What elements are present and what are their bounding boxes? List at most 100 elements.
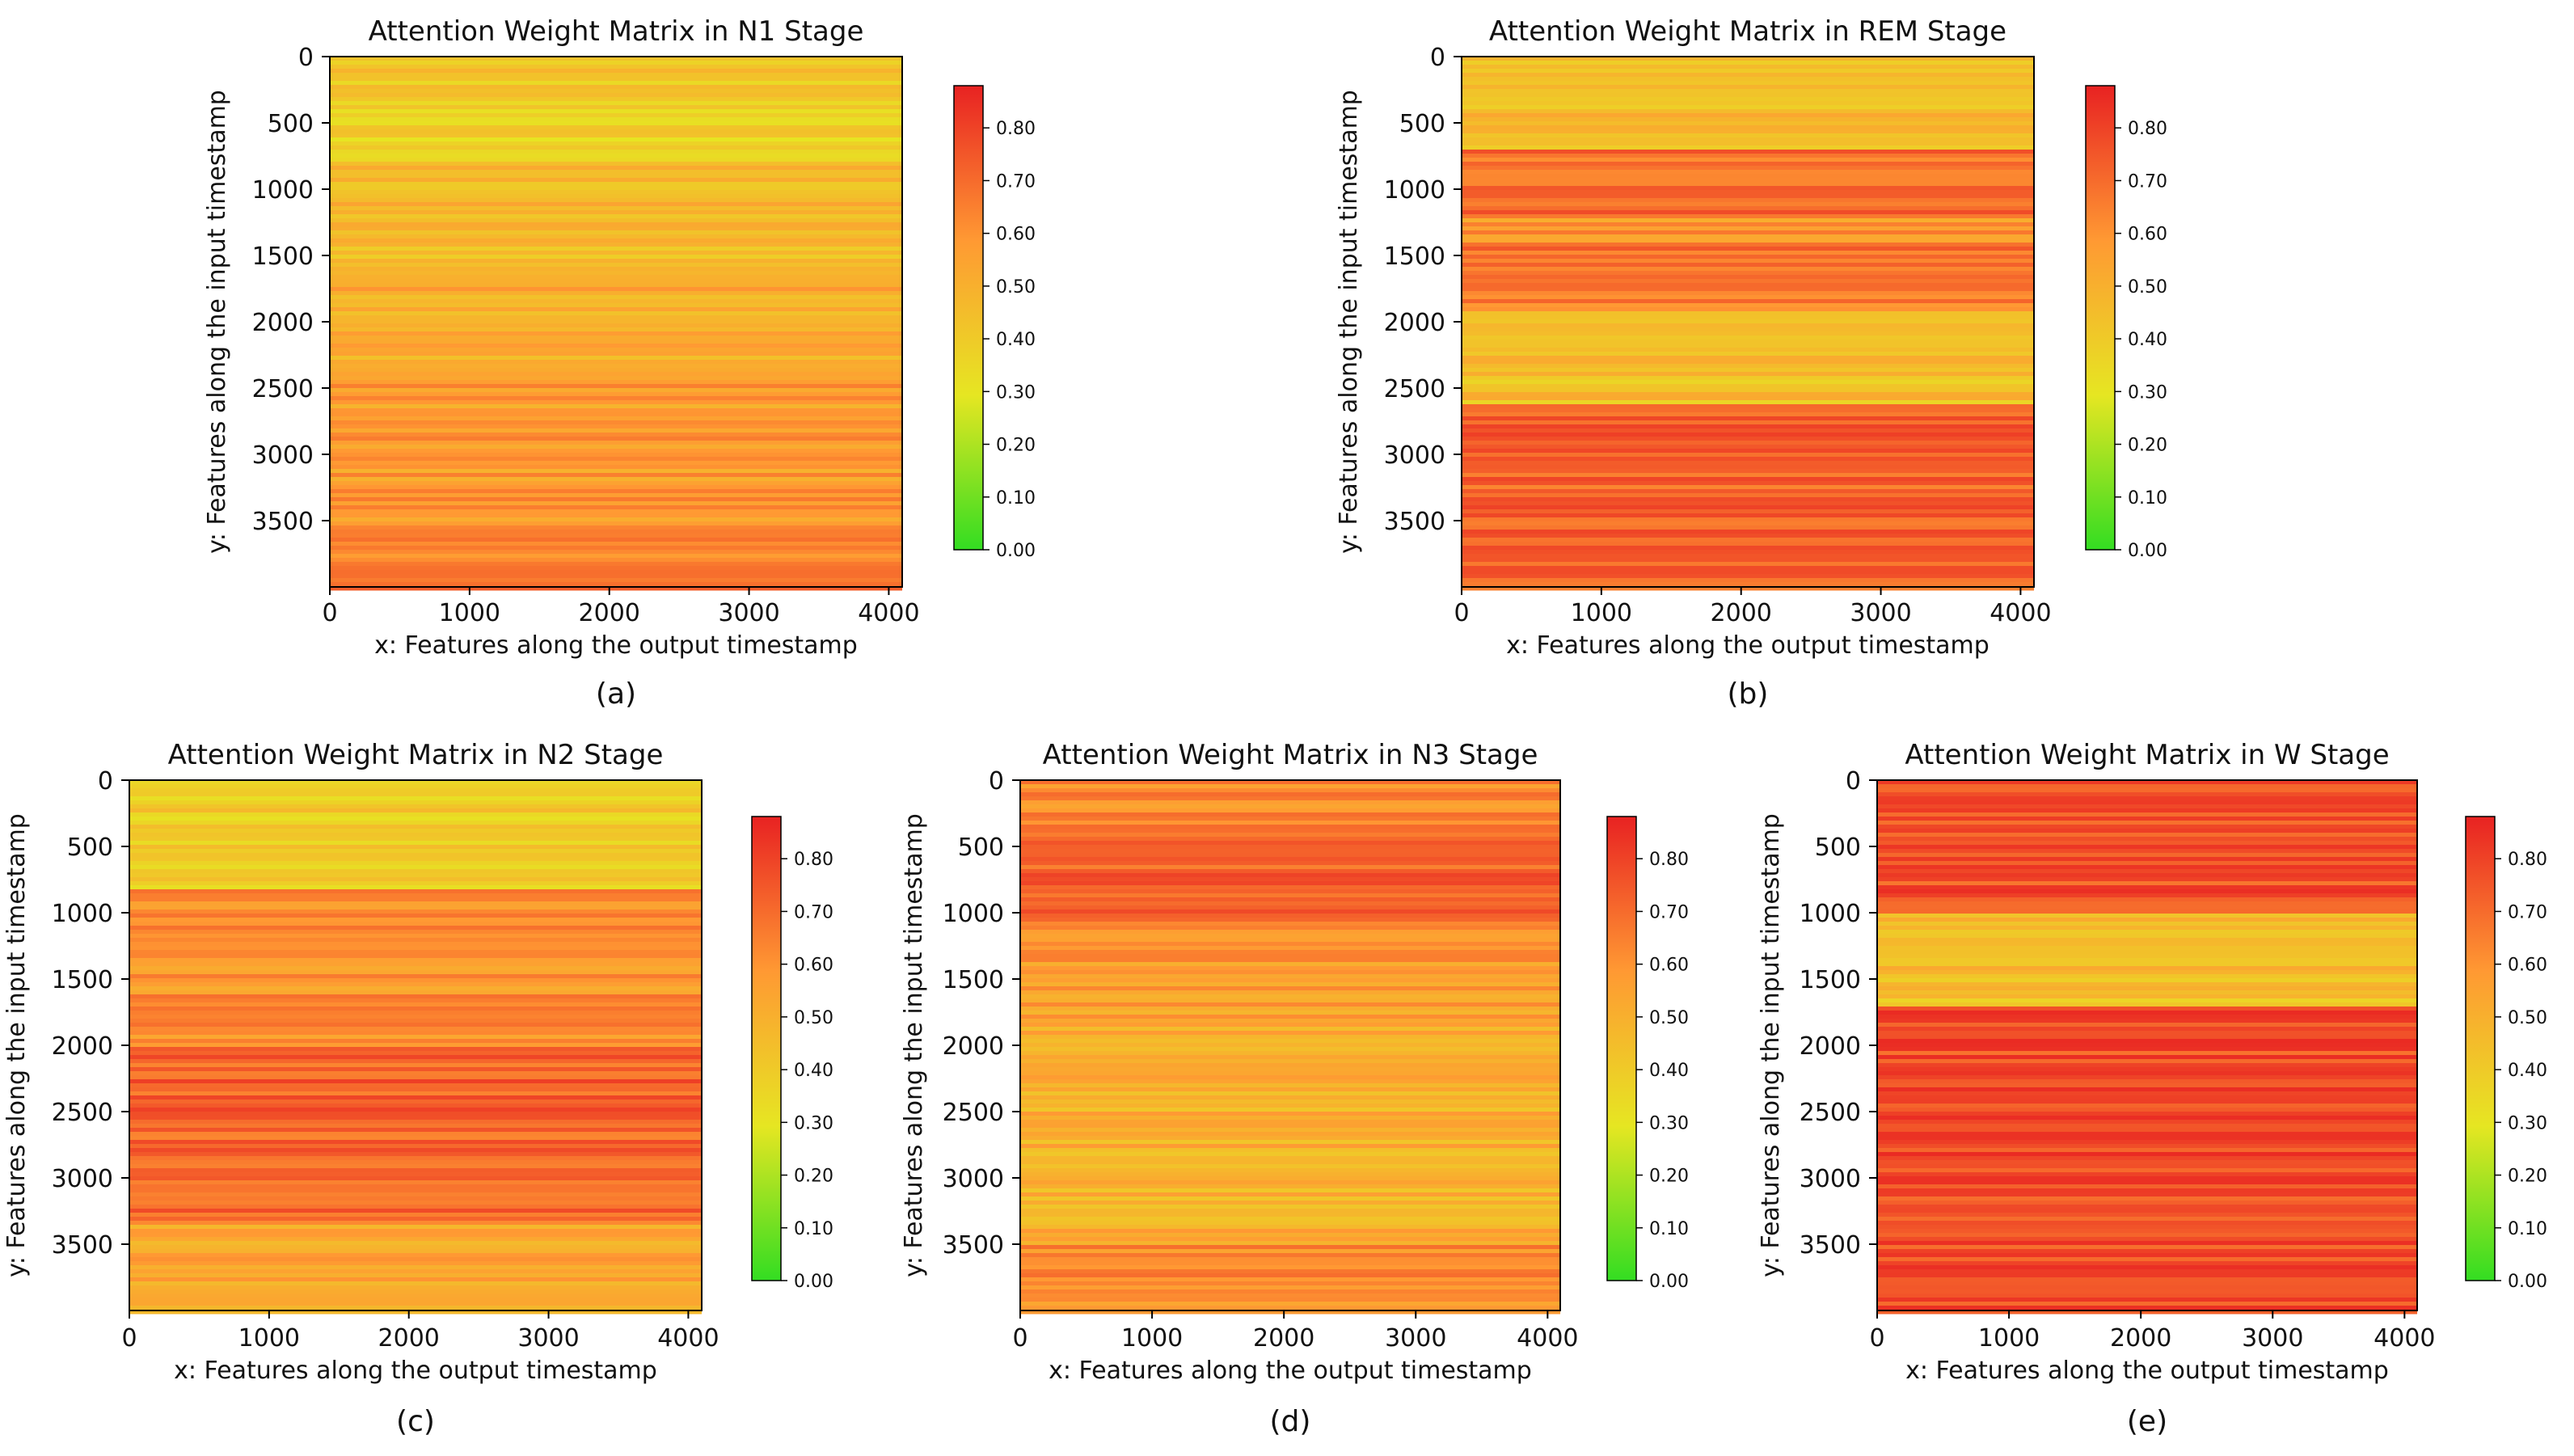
heatmap-row — [129, 1168, 702, 1173]
heatmap-row — [1877, 825, 2417, 829]
colorbar-tick-label: 0.80 — [1649, 850, 1689, 870]
heatmap-row — [129, 946, 702, 951]
panel-b: Attention Weight Matrix in REM Stage 0 100… — [1132, 0, 2574, 720]
heatmap-row — [1020, 950, 1560, 955]
heatmap-row — [1020, 986, 1560, 991]
colorbar-tick-label: 0.40 — [2128, 330, 2167, 350]
heatmap-row — [330, 287, 902, 292]
heatmap-row — [330, 198, 902, 203]
heatmap-row — [1462, 299, 2034, 304]
heatmap-row — [330, 182, 902, 187]
heatmap-row — [129, 1087, 702, 1092]
y-tick-label: 3000 — [52, 1165, 113, 1193]
heatmap-row — [1877, 1051, 2417, 1056]
heatmap-row — [330, 517, 902, 522]
heatmap-row — [129, 1019, 702, 1023]
heatmap-row — [1462, 360, 2034, 365]
x-tick-label: 3000 — [1385, 1324, 1446, 1353]
colorbar-tick-label: 0.20 — [794, 1167, 833, 1187]
heatmap-row — [1877, 946, 2417, 951]
heatmap-row — [129, 1213, 702, 1218]
heatmap-row — [129, 1180, 702, 1185]
heatmap-row — [1020, 808, 1560, 813]
heatmap-row — [129, 889, 702, 894]
y-tick-label: 2000 — [52, 1032, 113, 1061]
heatmap-row — [1020, 1108, 1560, 1112]
x-tick-label: 4000 — [1990, 599, 2051, 627]
heatmap-row — [129, 1192, 702, 1197]
y-tick-label: 3000 — [1384, 441, 1445, 470]
heatmap-row — [330, 222, 902, 227]
x-tick-label: 2000 — [579, 599, 640, 627]
heatmap-row — [1462, 93, 2034, 98]
heatmap-row — [330, 206, 902, 211]
heatmap-row — [1020, 922, 1560, 926]
heatmap-row — [1020, 1196, 1560, 1201]
heatmap-row — [1877, 808, 2417, 813]
heatmap-row — [1462, 279, 2034, 284]
heatmap-row — [330, 65, 902, 70]
heatmap-row — [1020, 780, 1560, 785]
heatmap-row — [1462, 234, 2034, 239]
heatmap-row — [1877, 1213, 2417, 1218]
heatmap-row — [1462, 89, 2034, 94]
heatmap-row — [1877, 780, 2417, 785]
y-tick-label: 1000 — [943, 900, 1004, 928]
heatmap-row — [129, 841, 702, 846]
colorbar-tick-label: 0.40 — [996, 330, 1036, 350]
colorbar-tick-label: 0.50 — [2508, 1008, 2547, 1028]
heatmap-row — [330, 303, 902, 308]
heatmap-row — [129, 922, 702, 926]
heatmap-row — [129, 861, 702, 866]
heatmap-row — [129, 1091, 702, 1096]
heatmap-row — [129, 990, 702, 995]
heatmap-row — [1877, 966, 2417, 971]
x-tick-label: 0 — [1869, 1324, 1884, 1353]
heatmap-row — [1462, 344, 2034, 348]
heatmap-row — [1877, 889, 2417, 894]
y-tick-label: 1500 — [1800, 966, 1861, 994]
heatmap-row — [1020, 990, 1560, 995]
y-tick-label: 3000 — [252, 441, 314, 470]
heatmap-row — [1877, 1172, 2417, 1177]
heatmap-row — [330, 336, 902, 340]
heatmap-row — [1877, 1221, 2417, 1226]
heatmap-row — [1877, 909, 2417, 914]
heatmap-row — [1877, 1196, 2417, 1201]
heatmap-row — [1462, 247, 2034, 251]
colorbar-tick-label: 0.20 — [2128, 436, 2167, 456]
heatmap-row — [1462, 364, 2034, 369]
heatmap-row — [1020, 1209, 1560, 1213]
heatmap-cells — [1462, 57, 2034, 591]
heatmap-row — [1462, 396, 2034, 401]
heatmap-row — [330, 368, 902, 373]
heatmap-row — [330, 243, 902, 247]
heatmap-row — [1877, 1112, 2417, 1116]
heatmap-row — [129, 998, 702, 1003]
heatmap-row — [129, 1221, 702, 1226]
heatmap-row — [129, 1007, 702, 1011]
chart-title: Attention Weight Matrix in N3 Stage — [1043, 739, 1538, 771]
y-tick-label: 3500 — [1800, 1231, 1861, 1260]
heatmap-row — [1877, 1245, 2417, 1250]
heatmap-row — [129, 926, 702, 931]
heatmap-row — [1462, 558, 2034, 563]
heatmap-row — [1462, 465, 2034, 470]
heatmap-row — [129, 1112, 702, 1116]
heatmap-row — [1020, 909, 1560, 914]
heatmap-row — [330, 218, 902, 223]
heatmap-row — [1020, 877, 1560, 882]
heatmap-row — [1462, 307, 2034, 312]
heatmap-row — [1462, 311, 2034, 316]
heatmap-row — [330, 69, 902, 74]
heatmap-row — [129, 792, 702, 797]
heatmap-row — [129, 974, 702, 979]
heatmap-row — [129, 1152, 702, 1157]
heatmap-row — [1877, 1002, 2417, 1007]
heatmap-row — [1020, 804, 1560, 809]
heatmap-row — [1462, 327, 2034, 332]
y-tick-label: 3500 — [52, 1231, 113, 1260]
x-tick-label: 0 — [1454, 599, 1469, 627]
y-tick-label: 2500 — [1384, 375, 1445, 403]
heatmap-row — [1020, 1031, 1560, 1036]
